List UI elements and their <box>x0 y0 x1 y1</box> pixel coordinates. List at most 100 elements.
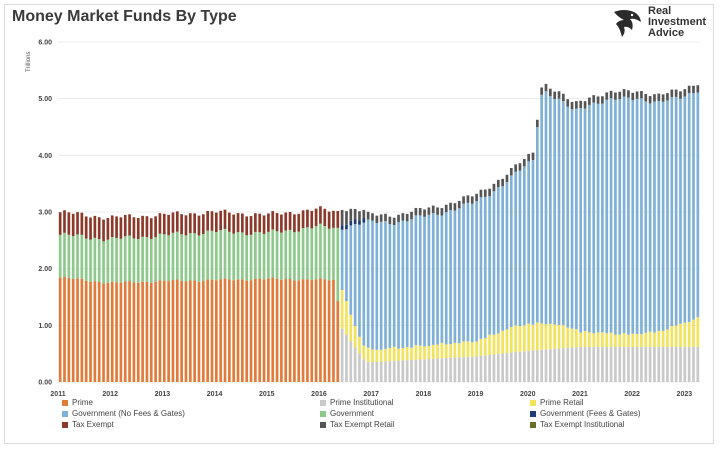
legend-swatch <box>320 399 326 406</box>
bar-segment <box>132 217 136 239</box>
legend-item: Government (No Fees & Gates) <box>62 409 185 418</box>
bar-segment <box>89 281 92 382</box>
bar-segment <box>661 346 665 382</box>
bar-segment <box>653 94 656 102</box>
bar-segment <box>379 349 383 362</box>
bar-segment <box>696 317 700 347</box>
bar-segment <box>358 211 361 221</box>
bar-segment <box>640 98 643 335</box>
bar-segment <box>145 237 149 282</box>
legend-swatch <box>320 421 326 428</box>
bar-segment <box>692 93 695 320</box>
bar-segment <box>201 233 205 282</box>
bar-segment <box>462 341 465 358</box>
bar-segment <box>188 213 192 234</box>
bar-segment <box>436 214 439 345</box>
bar-segment <box>149 282 153 382</box>
bar-segment <box>444 344 448 359</box>
bar-segment <box>601 332 604 347</box>
bar-segment <box>557 91 561 99</box>
bar-segment <box>531 160 535 325</box>
legend-label: Tax Exempt Retail <box>330 420 395 429</box>
bar-segment <box>228 231 231 280</box>
legend-item: Tax Exempt <box>62 420 114 429</box>
bar-segment <box>635 98 639 334</box>
bar-segment <box>280 279 283 382</box>
bar-segment <box>549 96 552 324</box>
bar-segment <box>362 218 366 223</box>
x-tick-label: 2020 <box>520 391 536 398</box>
bar-segment <box>345 211 348 225</box>
y-tick-label: 1.00 <box>38 323 52 330</box>
bar-segment <box>366 219 370 348</box>
bar-segment <box>201 214 205 234</box>
bar-segment <box>162 213 166 235</box>
bar-segment <box>483 337 487 356</box>
bar-segment <box>271 277 275 382</box>
bar-segment <box>531 324 535 351</box>
bar-segment <box>475 201 478 342</box>
bar-segment <box>110 236 114 282</box>
bar-segment <box>123 281 127 382</box>
bar-segment <box>462 203 465 342</box>
bar-segment <box>175 279 179 382</box>
bar-segment <box>249 216 253 235</box>
bar-segment <box>605 346 609 382</box>
bar-segment <box>648 96 652 104</box>
bar-segment <box>440 208 444 216</box>
bar-segment <box>414 215 418 346</box>
bar-segment <box>596 332 600 347</box>
bar-segment <box>479 338 483 356</box>
bar-segment <box>657 100 661 331</box>
bar-segment <box>614 334 617 347</box>
bar-segment <box>679 98 682 324</box>
bar-segment <box>462 196 465 204</box>
bar-segment <box>106 218 110 240</box>
bar-segment <box>89 239 92 282</box>
legend-swatch <box>62 410 68 417</box>
bar-segment <box>427 214 431 346</box>
bar-segment <box>405 214 409 222</box>
bar-segment <box>566 327 570 348</box>
bar-segment <box>193 233 196 281</box>
bar-segment <box>258 232 262 279</box>
bar-segment <box>470 342 474 357</box>
y-tick-label: 3.00 <box>38 210 52 217</box>
bar-segment <box>184 281 188 382</box>
bar-segment <box>80 278 84 382</box>
bar-segment <box>84 216 88 239</box>
bar-segment <box>627 346 630 382</box>
bar-segment <box>288 279 292 382</box>
bar-segment <box>119 282 123 382</box>
bar-segment <box>275 278 279 382</box>
bar-segment <box>457 200 461 209</box>
bar-segment <box>115 237 118 283</box>
bar-segment <box>310 210 314 229</box>
bar-segment <box>475 356 478 382</box>
bar-segment <box>162 280 166 382</box>
bar-segment <box>379 214 383 222</box>
bar-segment <box>470 203 474 343</box>
bar-segment <box>128 281 131 382</box>
bar-segment <box>93 215 97 238</box>
bar-segment <box>540 323 544 350</box>
legend-swatch <box>530 421 536 428</box>
bar-segment <box>687 346 691 382</box>
bar-segment <box>366 362 370 382</box>
x-tick-label: 2015 <box>259 391 275 398</box>
bar-segment <box>427 359 431 382</box>
bar-segment <box>349 225 353 315</box>
bar-segment <box>483 196 487 338</box>
bar-segment <box>692 319 695 347</box>
bar-segment <box>414 207 418 216</box>
x-tick-label: 2023 <box>677 391 693 398</box>
bar-segment <box>670 96 674 327</box>
bar-segment <box>362 345 366 360</box>
bar-segment <box>444 358 448 382</box>
bar-segment <box>340 289 344 329</box>
bar-segment <box>110 281 114 382</box>
bar-segment <box>514 325 517 353</box>
bar-segment <box>119 217 123 239</box>
bar-segment <box>644 332 648 347</box>
